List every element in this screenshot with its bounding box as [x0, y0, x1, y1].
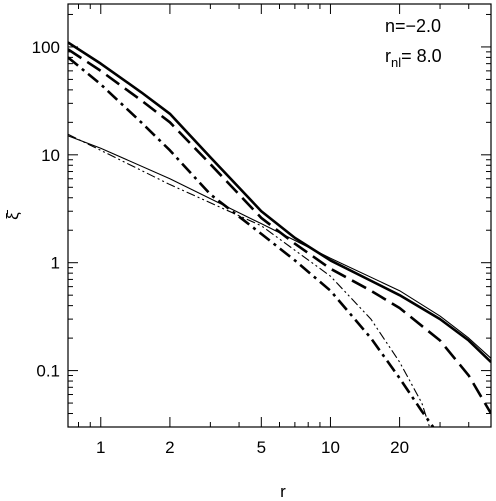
- series-line-thin-dashdotdot: [68, 133, 431, 427]
- series-line-thick-dashed: [68, 48, 491, 415]
- x-tick-label: 5: [257, 438, 266, 457]
- series-line-thick-dashdot: [68, 56, 435, 427]
- x-tick-label: 2: [165, 438, 174, 457]
- x-tick-label: 1: [96, 438, 105, 457]
- y-axis-title: ξ̄: [3, 209, 22, 220]
- plot-frame: [67, 3, 492, 428]
- y-tick-label: 0.1: [36, 362, 60, 381]
- series-line-thin-solid: [68, 135, 491, 359]
- x-tick-label: 20: [390, 438, 409, 457]
- y-tick-label: 1: [51, 254, 60, 273]
- x-tick-label: 10: [321, 438, 340, 457]
- series-line-thick-solid: [68, 41, 491, 363]
- x-axis-title: r: [280, 482, 286, 501]
- y-tick-label: 10: [41, 146, 60, 165]
- n-annotation: n=−2.0: [385, 16, 441, 36]
- rnl-annotation: rnl= 8.0: [385, 46, 442, 70]
- rnl-symbol: r: [385, 46, 391, 66]
- rnl-value: = 8.0: [401, 46, 442, 66]
- y-tick-label: 100: [32, 38, 60, 57]
- rnl-subscript: nl: [391, 55, 401, 70]
